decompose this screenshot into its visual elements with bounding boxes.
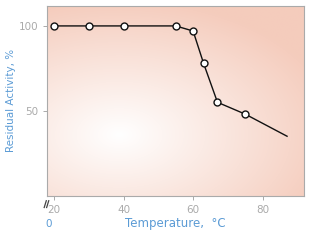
Text: 0: 0: [46, 219, 52, 229]
X-axis label: Temperature,  °C: Temperature, °C: [126, 217, 226, 230]
Y-axis label: Residual Activity, %: Residual Activity, %: [6, 49, 16, 152]
